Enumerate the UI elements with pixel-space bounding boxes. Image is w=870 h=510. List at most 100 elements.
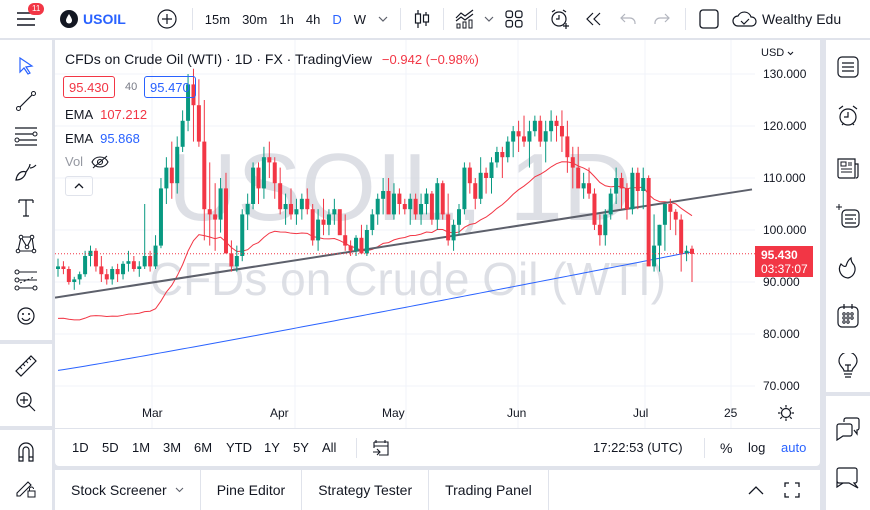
chart-pane[interactable]: USOIL, 1D CFDs on Crude Oil (WTI) CFDs on… <box>55 40 820 466</box>
undo-button[interactable] <box>611 0 645 38</box>
news-button[interactable] <box>832 152 864 184</box>
main-menu-button[interactable]: 11 <box>0 0 52 38</box>
divider <box>535 8 537 30</box>
redo-button[interactable] <box>645 0 679 38</box>
interval-d[interactable]: D <box>332 11 342 27</box>
measure-tool[interactable] <box>10 350 42 382</box>
brush-tool[interactable] <box>10 156 42 188</box>
divider <box>704 438 705 458</box>
interval-dropdown[interactable] <box>372 0 394 38</box>
indicator-name: Vol <box>65 154 84 169</box>
currency-label: USD <box>761 47 785 59</box>
range-3m[interactable]: 3M <box>163 440 182 455</box>
ema-slow-legend[interactable]: EMA 95.868 <box>65 131 140 146</box>
range-all[interactable]: All <box>322 440 337 455</box>
volume-legend[interactable]: Vol <box>65 154 109 169</box>
chat-bubbles-icon <box>836 417 860 441</box>
divider <box>442 8 444 30</box>
maximize-panel-button[interactable] <box>774 470 810 510</box>
plus-circle-icon <box>157 9 177 29</box>
sell-price-button[interactable]: 95.430 <box>63 76 115 98</box>
chart-settings-button[interactable] <box>777 404 795 422</box>
magnet-mode-button[interactable] <box>10 436 42 468</box>
percent-scale-toggle[interactable]: % <box>720 440 733 456</box>
public-chat-button[interactable] <box>832 462 864 494</box>
chat-bubble-icon <box>836 467 859 489</box>
time-label: May <box>382 406 405 420</box>
range-5y[interactable]: 5Y <box>293 440 309 455</box>
toolbar-divider <box>0 340 52 344</box>
range-1d[interactable]: 1D <box>72 440 89 455</box>
hotlists-button[interactable] <box>832 252 864 284</box>
indicators-dropdown[interactable] <box>480 0 498 38</box>
chart-type-button[interactable] <box>407 0 437 38</box>
buy-price-button[interactable]: 95.470 <box>144 76 196 98</box>
undo-icon <box>620 13 636 24</box>
range-6m[interactable]: 6M <box>194 440 213 455</box>
account-name: Wealthy Edu <box>761 11 842 27</box>
watchlist-button[interactable] <box>832 51 864 83</box>
indicators-button[interactable] <box>450 0 480 38</box>
zoom-in-tool[interactable] <box>10 386 42 418</box>
ideas-button[interactable] <box>832 350 864 382</box>
interval-30m[interactable]: 30m <box>242 11 268 27</box>
smiley-icon <box>17 307 35 325</box>
price-tick: 110.000 <box>763 171 806 185</box>
chats-button[interactable] <box>832 413 864 445</box>
icons-tool[interactable] <box>10 300 42 332</box>
pattern-tool[interactable] <box>10 228 42 260</box>
tab-strategy-tester[interactable]: Strategy Tester <box>302 470 430 510</box>
sidebar-divider <box>826 392 870 396</box>
time-label: Mar <box>142 406 163 420</box>
fullscreen-toggle-button[interactable] <box>692 0 726 38</box>
symbol-search-button[interactable]: USOIL <box>52 0 134 38</box>
cursor-tool[interactable] <box>10 50 42 82</box>
divider <box>191 8 193 30</box>
chevron-down-icon <box>378 16 388 22</box>
indicators-icon <box>455 9 474 29</box>
expand-panel-button[interactable] <box>738 470 774 510</box>
compare-symbol-button[interactable] <box>148 0 186 38</box>
save-layout-button[interactable]: Wealthy Edu <box>726 0 841 38</box>
range-ytd[interactable]: YTD <box>226 440 252 455</box>
calendar-button[interactable] <box>832 300 864 332</box>
cursor-arrow-icon <box>19 56 34 75</box>
alert-button[interactable] <box>543 0 577 38</box>
collapse-legend-button[interactable] <box>65 176 93 196</box>
forecast-tool[interactable] <box>10 264 42 296</box>
currency-selector[interactable]: USD <box>761 47 794 59</box>
fullscreen-corners-icon <box>784 482 800 498</box>
grid-layout-icon <box>505 10 523 28</box>
fib-tool[interactable] <box>10 120 42 152</box>
utc-clock[interactable]: 17:22:53 (UTC) <box>593 440 683 455</box>
text-tool[interactable] <box>10 192 42 224</box>
range-1m[interactable]: 1M <box>132 440 151 455</box>
indicator-value: 107.212 <box>100 107 148 122</box>
range-5d[interactable]: 5D <box>102 440 119 455</box>
add-widget-button[interactable] <box>832 200 864 232</box>
ema-fast-legend[interactable]: EMA 107.212 <box>65 107 147 122</box>
interval-15m[interactable]: 15m <box>204 11 231 27</box>
tab-trading-panel[interactable]: Trading Panel <box>429 470 549 510</box>
ruler-icon <box>15 355 37 377</box>
price-chart[interactable]: USOIL, 1D CFDs on Crude Oil (WTI) <box>55 40 820 466</box>
layouts-button[interactable] <box>498 0 530 38</box>
tab-stock-screener[interactable]: Stock Screener <box>55 470 201 510</box>
alerts-button[interactable] <box>832 100 864 132</box>
replay-button[interactable] <box>577 0 611 38</box>
lock-drawings-button[interactable] <box>10 472 42 504</box>
auto-scale-toggle[interactable]: auto <box>781 440 807 455</box>
go-to-date-button[interactable] <box>372 439 390 457</box>
tab-pine-editor[interactable]: Pine Editor <box>201 470 303 510</box>
range-1y[interactable]: 1Y <box>264 440 280 455</box>
notification-badge: 11 <box>28 3 45 15</box>
interval-4h[interactable]: 4h <box>305 11 321 27</box>
magnifier-plus-icon <box>16 392 36 412</box>
interval-w[interactable]: W <box>353 11 366 27</box>
fire-icon <box>838 256 856 279</box>
eye-hidden-icon[interactable] <box>91 155 109 169</box>
sun-settings-icon <box>778 405 794 421</box>
log-scale-toggle[interactable]: log <box>748 440 766 455</box>
interval-1h[interactable]: 1h <box>279 11 294 27</box>
trend-line-tool[interactable] <box>10 85 42 117</box>
